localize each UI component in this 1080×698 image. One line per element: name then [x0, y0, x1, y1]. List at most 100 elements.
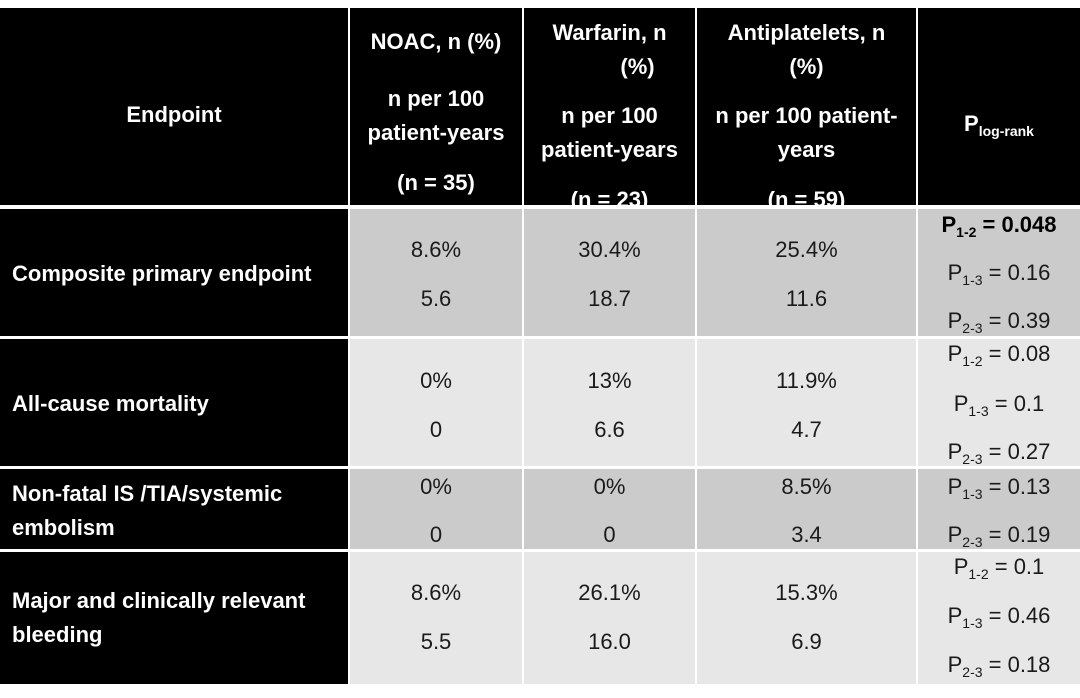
- header-antiplatelets-line3: (n = 59): [767, 187, 846, 212]
- header-warfarin-line1a: Warfarin, n: [552, 20, 667, 45]
- row-nonfatal-noac-pct: 0%: [420, 474, 452, 499]
- header-noac-line2a: n per 100: [387, 86, 485, 111]
- p-symbol: P: [947, 260, 963, 285]
- p-subscript: 2-3: [962, 320, 983, 336]
- row-bleeding-p23: P2-3 = 0.18: [918, 652, 1080, 680]
- header-antiplatelets-line1a: Antiplatelets, n: [727, 20, 886, 45]
- p-value: = 0.39: [982, 308, 1051, 333]
- p-subscript: 1-2: [968, 566, 989, 582]
- row-mortality-noac-cell: 0% 0: [350, 339, 522, 466]
- p-subscript: 1-3: [962, 615, 983, 631]
- header-warfarin-cell: Warfarin, n (%) n per 100 patient-years …: [524, 8, 695, 212]
- row-bleeding-p-cell: P1-2 = 0.1 P1-3 = 0.46 P2-3 = 0.18: [918, 552, 1080, 684]
- p-symbol: P: [947, 522, 963, 547]
- row-mortality-warfarin-pct: 13%: [587, 368, 632, 393]
- row-nonfatal-label-line2: embolism: [12, 515, 115, 540]
- row-mortality-noac-rate: 0: [429, 417, 443, 442]
- row-composite-p12: P1-2 = 0.048: [918, 212, 1080, 240]
- p-subscript: 2-3: [962, 664, 983, 680]
- row-composite-antiplatelets-cell: 25.4% 11.6: [697, 209, 916, 336]
- header-antiplatelets-line2a: n per 100 patient-: [715, 103, 898, 128]
- row-mortality-label-cell: All-cause mortality: [0, 339, 348, 466]
- p-subscript: 2-3: [962, 534, 983, 550]
- p-symbol: P: [953, 554, 969, 579]
- row-bleeding-label-line2: bleeding: [12, 622, 103, 647]
- header-warfarin-line2a: n per 100: [561, 103, 658, 128]
- p-symbol: P: [947, 308, 963, 333]
- p-value: = 0.1: [988, 391, 1045, 416]
- row-bleeding-warfarin-rate: 16.0: [588, 629, 631, 654]
- p-subscript: 1-3: [962, 272, 983, 288]
- p-symbol: P: [947, 603, 963, 628]
- row-nonfatal-antiplatelets-pct: 8.5%: [781, 474, 832, 499]
- p-symbol: P: [947, 474, 963, 499]
- header-antiplatelets-line1b: (%): [789, 54, 824, 79]
- header-endpoint-cell: Endpoint: [0, 8, 348, 205]
- row-mortality-p-cell: P1-2 = 0.08 P1-3 = 0.1 P2-3 = 0.27: [918, 339, 1080, 466]
- p-subscript: 1-3: [962, 486, 983, 502]
- row-bleeding-warfarin-cell: 26.1% 16.0: [524, 552, 695, 684]
- row-mortality-antiplatelets-rate: 4.7: [791, 417, 822, 442]
- row-nonfatal-antiplatelets-cell: 8.5% 3.4: [697, 469, 916, 549]
- row-composite-label-cell: Composite primary endpoint: [0, 209, 348, 336]
- row-composite-antiplatelets-rate: 11.6: [785, 286, 828, 311]
- row-composite-p13: P1-3 = 0.16: [918, 260, 1080, 288]
- header-plog-p: P: [964, 111, 979, 136]
- header-noac-cell: NOAC, n (%) n per 100 patient-years (n =…: [350, 8, 522, 205]
- p-value: = 0.048: [976, 212, 1057, 237]
- header-noac-line2b: patient-years: [367, 120, 505, 145]
- row-mortality-warfarin-cell: 13% 6.6: [524, 339, 695, 466]
- p-value: = 0.27: [982, 439, 1051, 464]
- p-value: = 0.16: [982, 260, 1051, 285]
- row-composite-p-cell: P1-2 = 0.048 P1-3 = 0.16 P2-3 = 0.39: [918, 209, 1080, 336]
- row-composite-antiplatelets-pct: 25.4%: [775, 237, 838, 262]
- row-bleeding-p13: P1-3 = 0.46: [918, 603, 1080, 631]
- header-noac-line1: NOAC, n (%): [370, 29, 502, 54]
- row-mortality-p23: P2-3 = 0.27: [918, 439, 1080, 466]
- p-subscript: 1-2: [956, 224, 977, 240]
- row-mortality-p12: P1-2 = 0.08: [918, 341, 1080, 369]
- p-symbol: P: [947, 439, 963, 464]
- row-nonfatal-warfarin-rate: 0: [603, 522, 616, 547]
- p-subscript: 1-3: [968, 403, 989, 419]
- p-symbol: P: [947, 341, 963, 366]
- row-composite-noac-rate: 5.6: [420, 286, 452, 311]
- p-symbol: P: [947, 652, 963, 677]
- row-bleeding-noac-cell: 8.6% 5.5: [350, 552, 522, 684]
- row-mortality-label: All-cause mortality: [12, 391, 209, 416]
- row-nonfatal-label-line1: Non-fatal IS /TIA/systemic: [12, 481, 283, 506]
- p-symbol: P: [941, 212, 957, 237]
- row-nonfatal-antiplatelets-rate: 3.4: [791, 522, 822, 547]
- header-plog-cell: Plog-rank: [918, 8, 1080, 205]
- row-composite-label: Composite primary endpoint: [12, 261, 312, 286]
- row-bleeding-noac-pct: 8.6%: [410, 580, 462, 605]
- p-value: = 0.19: [982, 522, 1051, 547]
- header-warfarin-line3: (n = 23): [570, 187, 649, 212]
- header-plog-sub: log-rank: [978, 123, 1034, 139]
- row-bleeding-antiplatelets-cell: 15.3% 6.9: [697, 552, 916, 684]
- row-bleeding-antiplatelets-pct: 15.3%: [775, 580, 838, 605]
- row-nonfatal-p13: P1-3 = 0.13: [918, 474, 1080, 502]
- header-antiplatelets-cell: Antiplatelets, n (%) n per 100 patient- …: [697, 8, 916, 212]
- p-value: = 0.18: [982, 652, 1051, 677]
- row-nonfatal-noac-rate: 0: [429, 522, 443, 547]
- row-nonfatal-label-cell: Non-fatal IS /TIA/systemic embolism: [0, 469, 348, 549]
- row-nonfatal-warfarin-pct: 0%: [593, 474, 626, 499]
- row-mortality-noac-pct: 0%: [420, 368, 452, 393]
- row-bleeding-warfarin-pct: 26.1%: [578, 580, 641, 605]
- row-nonfatal-warfarin-cell: 0% 0: [524, 469, 695, 549]
- header-warfarin-line1b: (%): [620, 54, 655, 79]
- row-bleeding-p12: P1-2 = 0.1: [918, 554, 1080, 582]
- row-mortality-warfarin-rate: 6.6: [594, 417, 625, 442]
- row-bleeding-noac-rate: 5.5: [420, 629, 452, 654]
- p-value: = 0.46: [982, 603, 1051, 628]
- row-mortality-antiplatelets-cell: 11.9% 4.7: [697, 339, 916, 466]
- p-value: = 0.08: [982, 341, 1051, 366]
- row-nonfatal-p23: P2-3 = 0.19: [918, 522, 1080, 550]
- row-nonfatal-noac-cell: 0% 0: [350, 469, 522, 549]
- row-composite-p23: P2-3 = 0.39: [918, 308, 1080, 336]
- header-endpoint-label: Endpoint: [126, 102, 222, 127]
- p-subscript: 1-2: [962, 353, 983, 369]
- row-bleeding-antiplatelets-rate: 6.9: [791, 629, 822, 654]
